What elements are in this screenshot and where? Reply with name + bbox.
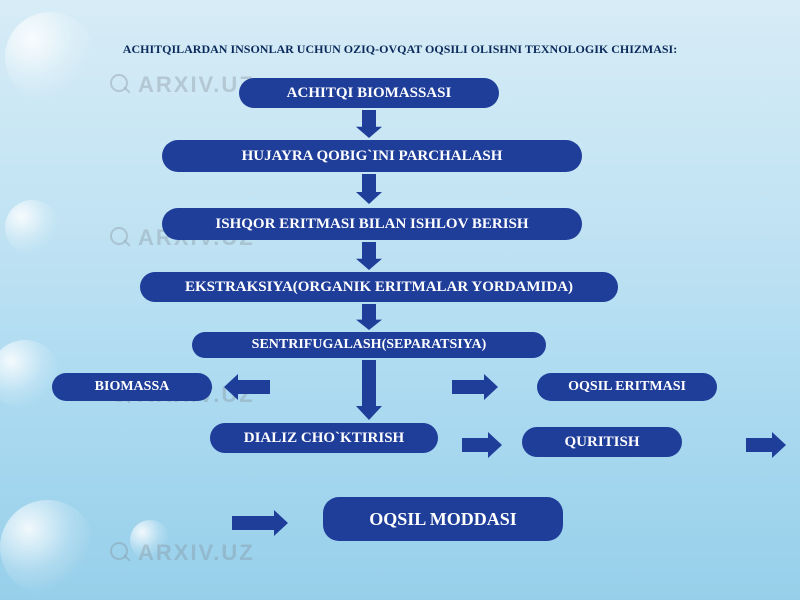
flow-arrow-a8 bbox=[462, 432, 502, 458]
flow-arrow-a3 bbox=[356, 242, 382, 270]
diagram-title: ACHITQILARDAN INSONLAR UCHUN OZIQ-OVQAT … bbox=[0, 42, 800, 57]
flow-node-n5: SENTRIFUGALASH(SEPARATSIYA) bbox=[192, 332, 546, 358]
flow-node-n6: BIOMASSA bbox=[52, 373, 212, 401]
flow-node-n10: OQSIL MODDASI bbox=[323, 497, 563, 541]
stage: ACHITQILARDAN INSONLAR UCHUN OZIQ-OVQAT … bbox=[0, 0, 800, 600]
flow-arrow-a9 bbox=[746, 432, 786, 458]
flow-arrow-a7 bbox=[356, 360, 382, 420]
flow-arrow-a1 bbox=[356, 110, 382, 138]
flow-arrow-a6 bbox=[452, 374, 498, 400]
flow-node-n1: ACHITQI BIOMASSASI bbox=[239, 78, 499, 108]
flow-node-n2: HUJAYRA QOBIG`INI PARCHALASH bbox=[162, 140, 582, 172]
flow-arrow-a4 bbox=[356, 304, 382, 330]
flow-arrow-a2 bbox=[356, 174, 382, 204]
flow-node-n3: ISHQOR ERITMASI BILAN ISHLOV BERISH bbox=[162, 208, 582, 240]
flow-node-n8: DIALIZ CHO`KTIRISH bbox=[210, 423, 438, 453]
flow-node-n9: QURITISH bbox=[522, 427, 682, 457]
flow-arrow-a5 bbox=[224, 374, 270, 400]
flow-arrow-a10 bbox=[232, 510, 288, 536]
flow-node-n4: EKSTRAKSIYA(ORGANIK ERITMALAR YORDAMIDA) bbox=[140, 272, 618, 302]
flow-node-n7: OQSIL ERITMASI bbox=[537, 373, 717, 401]
